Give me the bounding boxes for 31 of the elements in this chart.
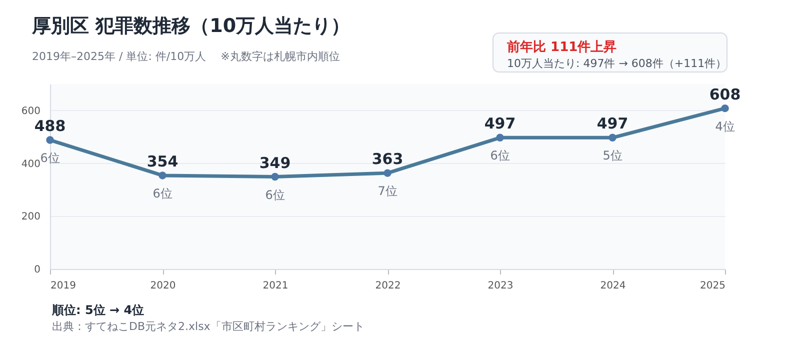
data-label: 363 <box>372 150 404 168</box>
y-tick-label: 400 <box>21 158 40 170</box>
data-label: 497 <box>596 114 628 133</box>
data-label: 349 <box>259 154 291 172</box>
y-tick-label: 600 <box>21 106 40 117</box>
chart-subtitle: 2019年–2025年 / 単位: 件/10万人 ※丸数字は札幌市内順位 <box>32 50 340 63</box>
x-tick-label: 2022 <box>375 280 401 292</box>
y-tick-label: 200 <box>21 212 40 223</box>
chart-title: 厚別区 犯罪数推移（10万人当たり） <box>31 15 350 37</box>
x-tick-label: 2024 <box>600 280 626 292</box>
data-label: 354 <box>146 152 178 170</box>
x-tick-label: 2019 <box>50 280 76 292</box>
source-note: 出典：すてねこDB元ネタ2.xlsx「市区町村ランキング」シート <box>52 320 364 333</box>
annotation: 4位 <box>715 119 735 134</box>
data-label: 497 <box>484 114 516 133</box>
x-tick-label: 2021 <box>262 280 288 292</box>
y-tick-label: 0 <box>34 264 40 276</box>
text: 10万人当たり: 497件 → 608件（+111件） <box>507 57 727 70</box>
annotation: 6位 <box>40 151 60 166</box>
x-tick-label: 2023 <box>488 280 514 292</box>
data-label: 608 <box>709 85 741 104</box>
annotation: 6位 <box>265 188 285 202</box>
annotation: 6位 <box>490 148 510 163</box>
annotation: 7位 <box>378 184 398 198</box>
x-tick-label: 2025 <box>700 280 726 292</box>
annotation: 5位 <box>602 148 622 163</box>
data-label: 488 <box>34 117 66 136</box>
x-tick-label: 2020 <box>150 280 176 292</box>
text: 前年比 111件上昇 <box>506 40 617 55</box>
annotation: 6位 <box>152 186 172 200</box>
text: 順位: 5位 → 4位 <box>51 303 144 317</box>
